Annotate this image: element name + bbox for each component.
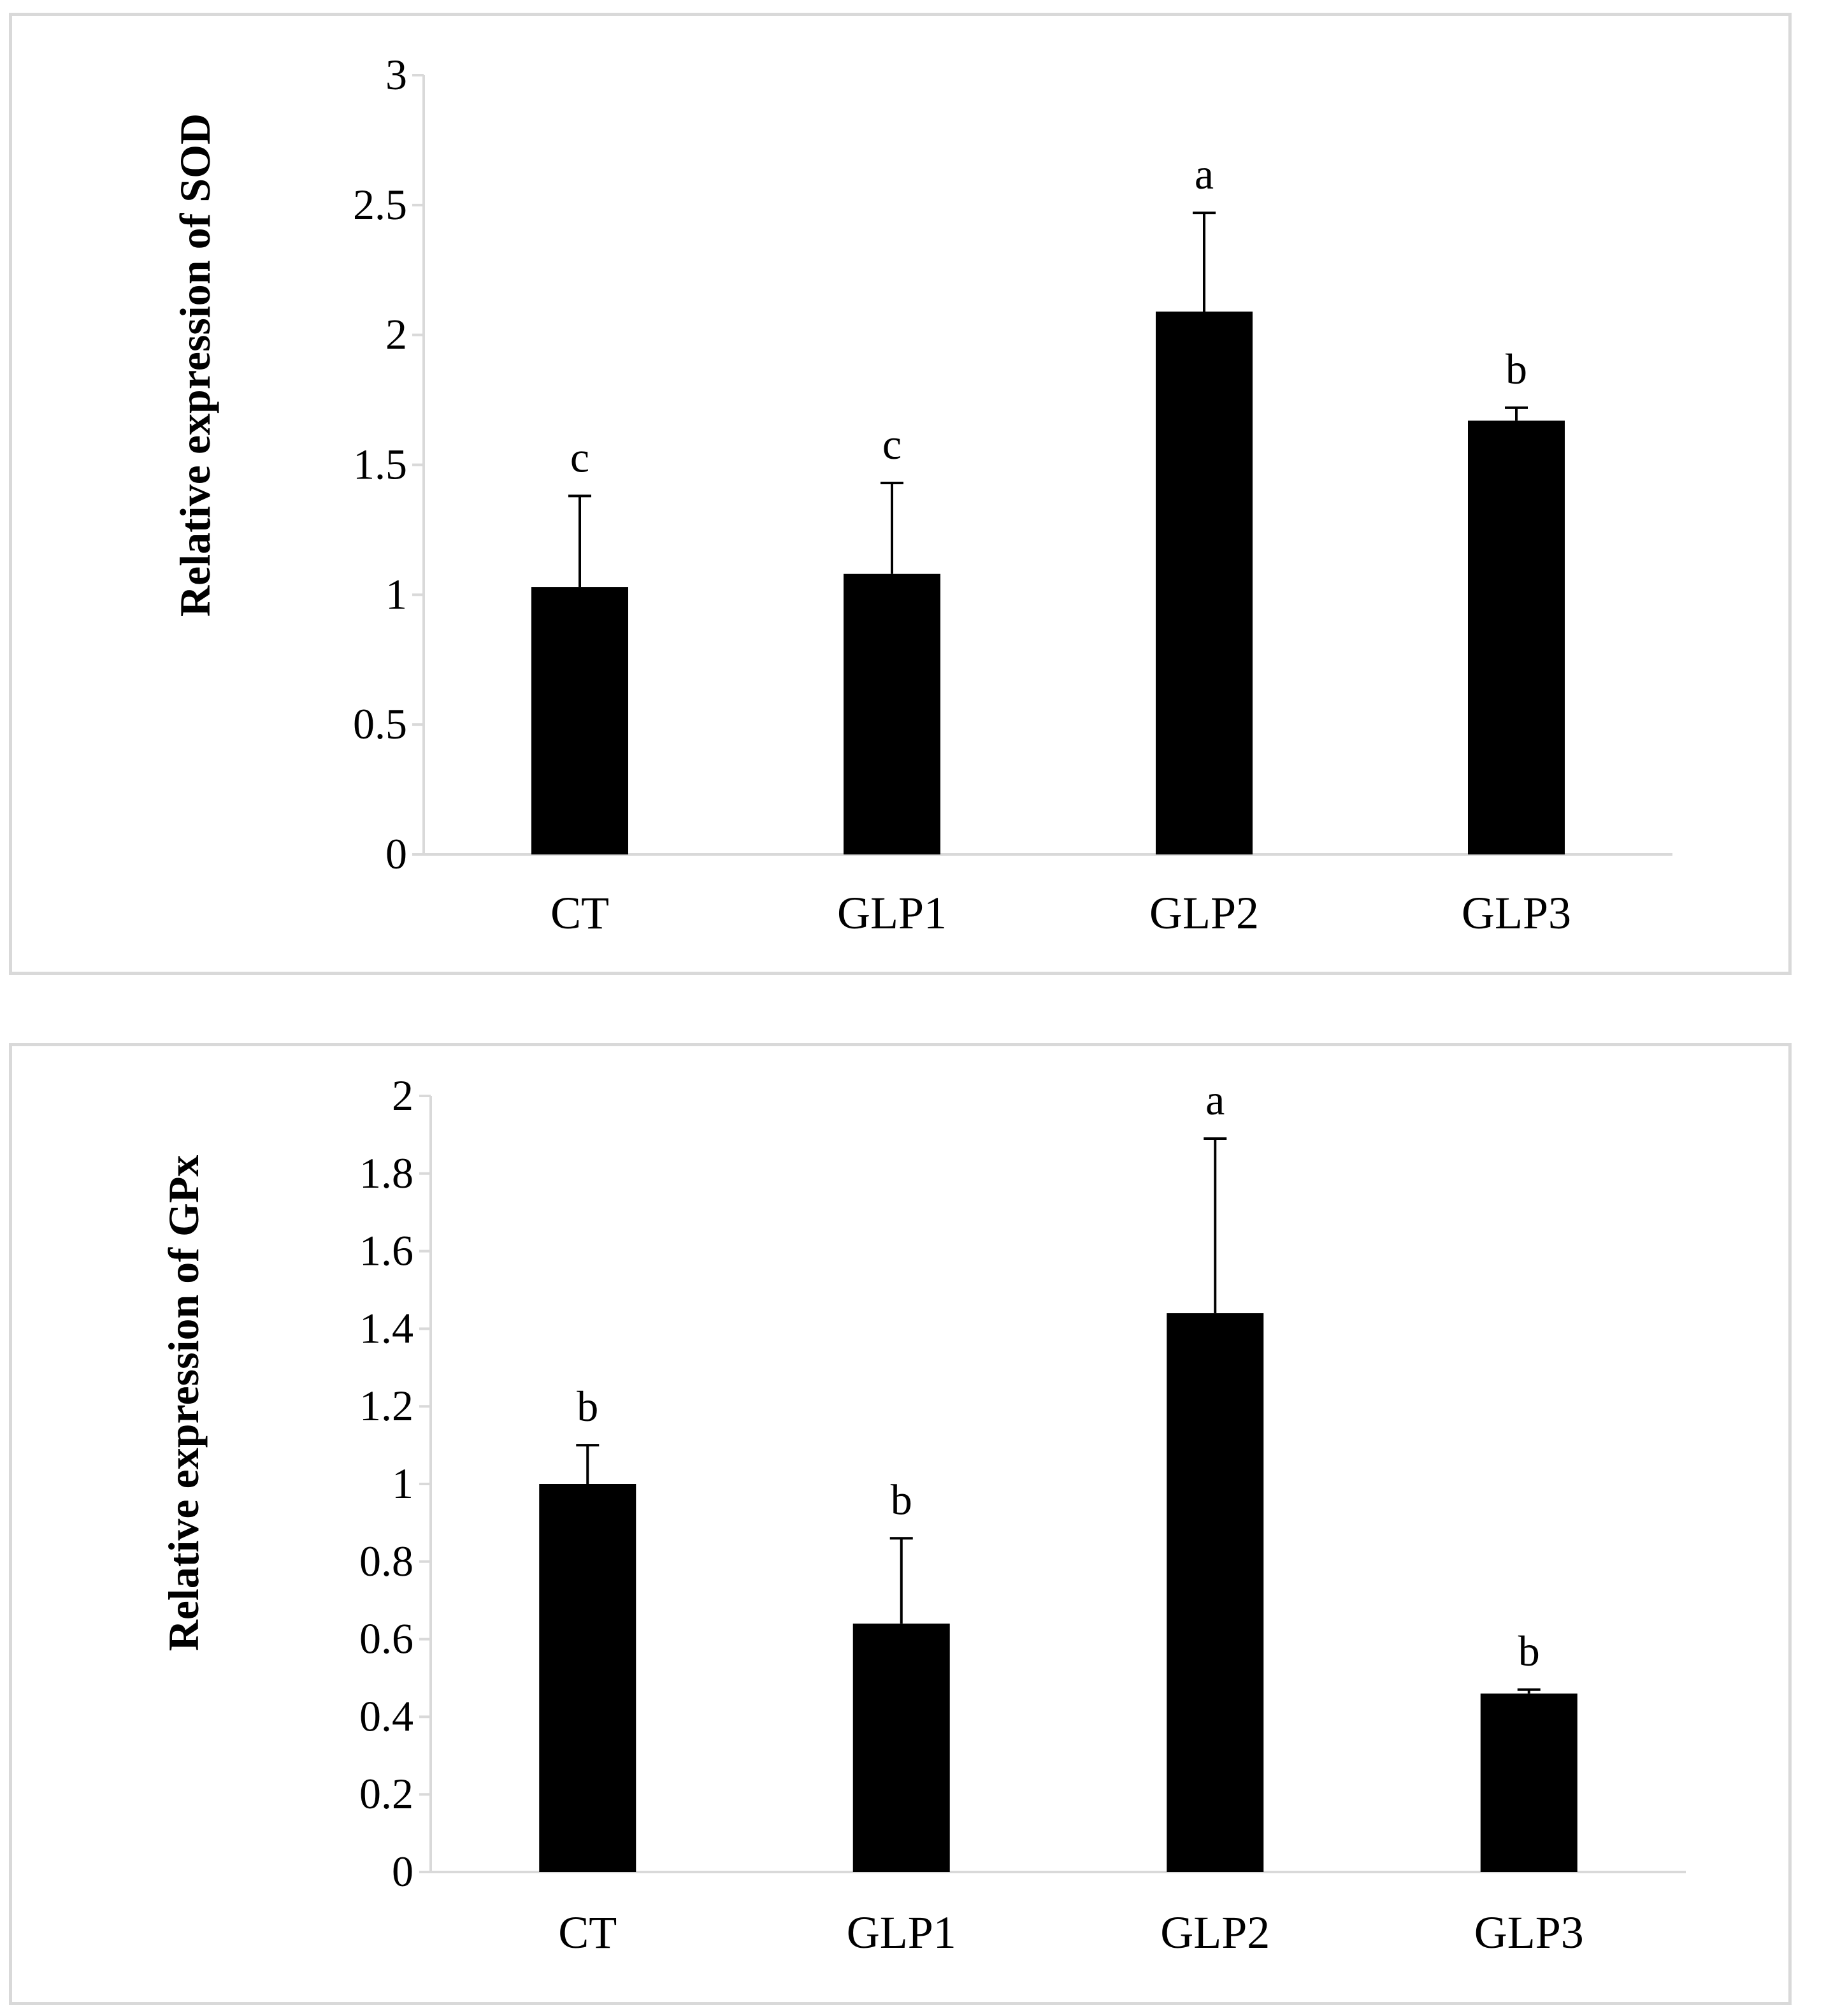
y-tick-label: 1 <box>392 1459 413 1508</box>
bar <box>539 1484 636 1872</box>
x-category-label: GLP1 <box>837 888 947 939</box>
significance-letter: c <box>882 420 902 468</box>
y-tick-label: 1.4 <box>359 1304 413 1352</box>
significance-letter: c <box>570 433 589 481</box>
bar <box>1468 421 1565 854</box>
y-tick-label: 2 <box>392 1071 413 1120</box>
x-category-label: CT <box>558 1907 617 1958</box>
y-axis-label: Relative expression of GPx <box>159 1155 208 1652</box>
bar <box>1167 1313 1264 1872</box>
x-category-label: GLP2 <box>1160 1907 1270 1958</box>
y-axis-label: Relative expression of SOD <box>171 113 219 617</box>
y-tick-label: 0.2 <box>359 1769 413 1818</box>
y-tick-label: 0.4 <box>359 1692 413 1740</box>
y-tick-label: 0 <box>385 830 407 878</box>
significance-letter: b <box>1518 1627 1540 1675</box>
y-tick-label: 2 <box>385 310 407 359</box>
y-tick-label: 0.8 <box>359 1537 413 1585</box>
bar <box>852 1624 950 1872</box>
significance-letter: b <box>577 1382 598 1430</box>
significance-letter: a <box>1195 150 1214 198</box>
y-tick-label: 0.6 <box>359 1615 413 1663</box>
y-tick-label: 1.8 <box>359 1149 413 1197</box>
significance-letter: b <box>891 1475 912 1523</box>
x-category-label: GLP3 <box>1474 1907 1584 1958</box>
sod-chart-panel: Relative expression of SOD 0 0.5 1 1.5 2 2.5 3… <box>9 13 1792 975</box>
y-tick-label: 0 <box>392 1847 413 1896</box>
bar <box>531 587 628 854</box>
bar <box>1480 1693 1578 1872</box>
x-category-label: GLP3 <box>1462 888 1571 939</box>
sod-bar-chart: Relative expression of SOD 0 0.5 1 1.5 2 2.5 3… <box>171 50 1672 939</box>
x-category-label: CT <box>550 888 609 939</box>
y-tick-label: 1.6 <box>359 1227 413 1275</box>
bar <box>1156 311 1253 854</box>
x-category-label: GLP2 <box>1149 888 1259 939</box>
y-tick-label: 0.5 <box>353 700 407 748</box>
gpx-chart-panel: Relative expression of GPx 0 0.2 0.4 0.6 0.8… <box>9 1043 1792 2005</box>
y-tick-label: 1.2 <box>359 1381 413 1430</box>
significance-letter: b <box>1506 345 1527 393</box>
bar <box>844 573 940 854</box>
significance-letter: a <box>1205 1076 1225 1124</box>
y-tick-label: 2.5 <box>353 180 407 229</box>
y-tick-label: 3 <box>385 50 407 99</box>
y-tick-label: 1.5 <box>353 440 407 489</box>
gpx-bar-chart: Relative expression of GPx 0 0.2 0.4 0.6 0.8… <box>159 1071 1686 1958</box>
x-category-label: GLP1 <box>847 1907 956 1958</box>
y-tick-label: 1 <box>385 570 407 618</box>
